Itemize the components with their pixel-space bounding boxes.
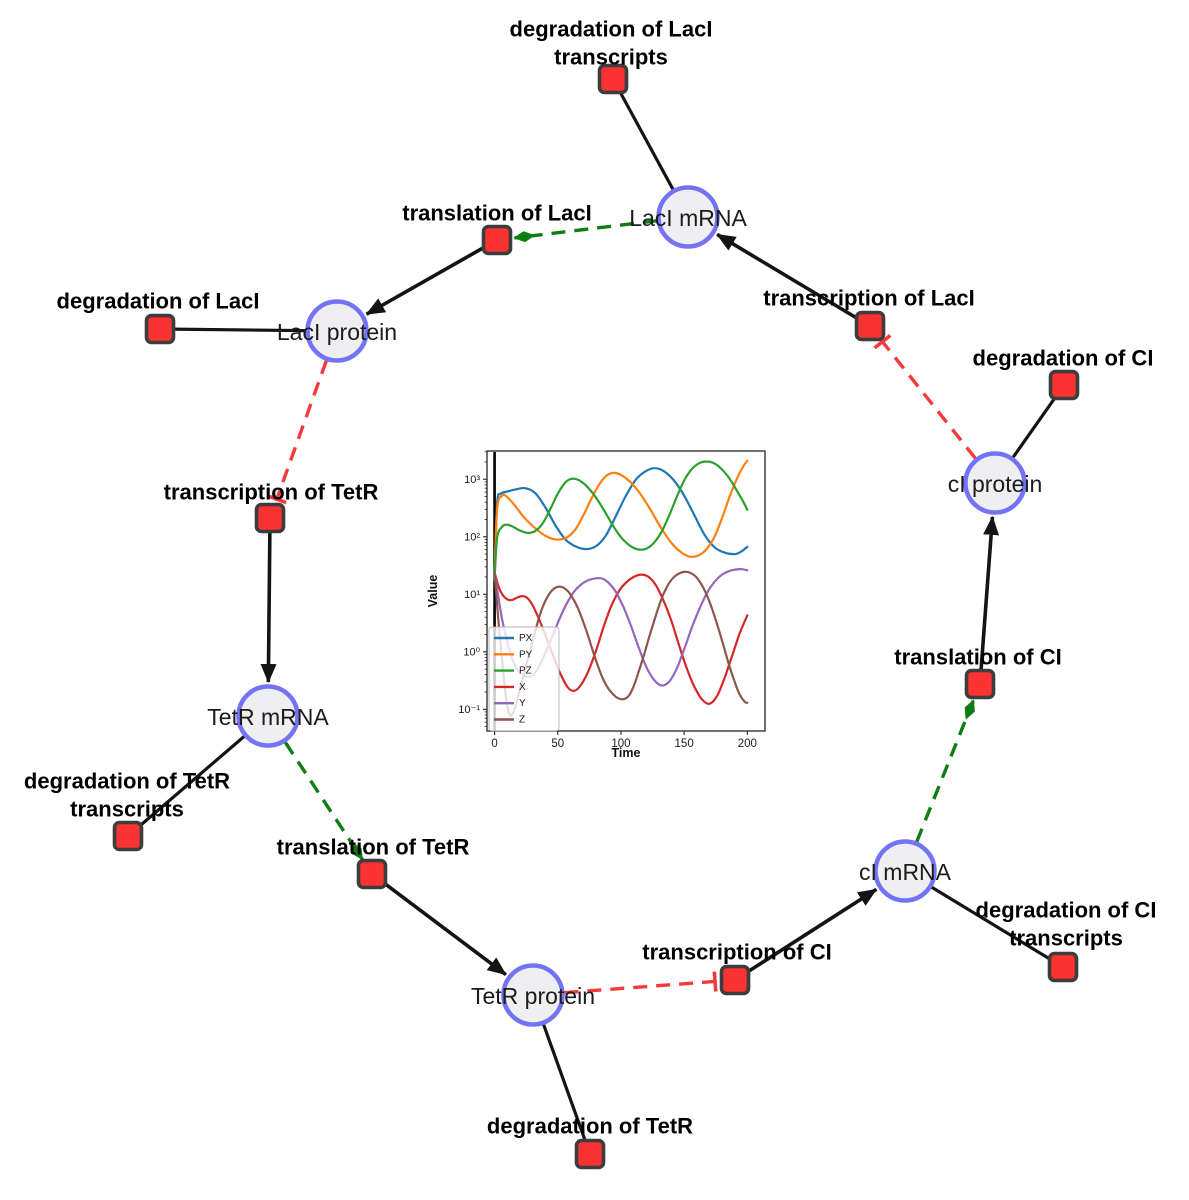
reaction-node-degradation-tetr-transcripts[interactable] (112, 820, 144, 852)
reaction-label-degradation-ci-transcripts: degradation of CI (976, 898, 1157, 923)
species-label-tetr-protein: TetR protein (471, 983, 595, 1009)
species-node-laci-protein[interactable] (305, 299, 369, 363)
timecourse-plot: 0 50 100 150 200 10⁻¹ 10⁰ 10¹ 10² 10³ PX PY PZ X Y Z (420, 440, 789, 775)
legend-label-PY: PY (519, 649, 533, 660)
species-label-laci-mrna: LacI mRNA (629, 205, 747, 231)
reaction-node-transcription-laci[interactable] (854, 310, 886, 342)
reaction-node-translation-ci[interactable] (964, 668, 996, 700)
edge-laci-mrna-to-translation-laci (513, 219, 657, 243)
y-tick-label: 10¹ (464, 589, 480, 601)
reaction-label-degradation-ci: degradation of CI (973, 346, 1154, 371)
reaction-label-degradation-tetr-transcripts: transcripts (70, 797, 184, 822)
edge-ci-mrna-to-translation-ci (915, 699, 976, 843)
reaction-label-translation-ci: translation of CI (894, 645, 1061, 670)
reaction-label-transcription-tetr: transcription of TetR (164, 480, 379, 505)
reaction-label-degradation-tetr-transcripts: degradation of TetR (24, 769, 230, 794)
edge-transcription-laci-to-laci-mrna (716, 232, 871, 328)
x-tick-label: 50 (551, 738, 564, 750)
species-nodes (236, 185, 1027, 1027)
species-node-laci-mrna[interactable] (656, 185, 720, 249)
legend-label-X: X (519, 682, 526, 693)
reaction-nodes (112, 63, 1080, 1170)
reaction-label-degradation-laci-transcripts: transcripts (554, 45, 668, 70)
edge-translation-laci-to-laci-protein (365, 238, 498, 316)
species-label-ci-mrna: cI mRNA (859, 859, 952, 885)
x-tick-label: 150 (675, 738, 694, 750)
species-label-ci-protein: cI protein (948, 471, 1043, 497)
species-node-ci-protein[interactable] (963, 451, 1027, 515)
x-axis-label: Time (611, 746, 641, 760)
x-tick-label: 100 (611, 738, 630, 750)
species-node-tetr-mrna[interactable] (236, 684, 300, 748)
edge-tetr-protein-to-transcription-ci (564, 979, 716, 995)
y-axis-label: Value (426, 574, 440, 608)
series-line-PX (493, 467, 749, 581)
legend-label-PX: PX (519, 633, 533, 644)
reaction-node-translation-tetr[interactable] (356, 858, 388, 890)
chart-legend: PX PY PZ XYZ (488, 626, 560, 732)
reaction-label-degradation-laci-transcripts: degradation of LacI (510, 17, 713, 42)
timecourse-plot-svg: 0 50 100 150 200 10⁻¹ 10⁰ 10¹ 10² 10³ PX PY PZ XYZ (458, 450, 766, 750)
reaction-node-degradation-laci-transcripts[interactable] (597, 63, 629, 95)
reaction-label-transcription-laci: transcription of LacI (763, 286, 974, 311)
x-tick-label: 200 (738, 738, 757, 750)
edge-transcription-tetr-to-tetr-mrna (260, 517, 277, 684)
species-node-tetr-protein[interactable] (501, 963, 565, 1027)
reaction-label-degradation-tetr: degradation of TetR (487, 1114, 693, 1139)
edge-transcription-ci-to-ci-mrna (734, 887, 878, 982)
legend-box (488, 626, 560, 732)
reaction-node-transcription-tetr[interactable] (254, 502, 286, 534)
reaction-label-translation-tetr: translation of TetR (277, 835, 470, 860)
edge-tetr-protein-to-transcription-ci-tee (712, 971, 718, 992)
edge-ci-protein-to-transcription-laci (881, 340, 977, 460)
reaction-node-degradation-ci[interactable] (1048, 369, 1080, 401)
reaction-label-degradation-laci: degradation of LacI (57, 289, 260, 314)
edge-translation-tetr-to-tetr-protein (370, 872, 507, 977)
species-label-laci-protein: LacI protein (277, 319, 397, 345)
x-tick-label: 0 (491, 738, 497, 750)
axes-box (486, 450, 766, 732)
series-line-X (493, 571, 749, 705)
species-node-ci-mrna[interactable] (873, 839, 937, 903)
reaction-node-degradation-laci[interactable] (144, 313, 176, 345)
legend-label-Y: Y (519, 698, 526, 709)
y-tick-label: 10⁰ (463, 646, 480, 658)
edge-translation-ci-to-ci-protein (978, 515, 1000, 685)
legend-label-PZ: PZ (519, 666, 532, 677)
series-line-PY (493, 459, 749, 581)
reaction-label-degradation-ci-transcripts: transcripts (1009, 926, 1123, 951)
reaction-label-translation-laci: translation of LacI (402, 201, 591, 226)
node-labels: degradation of LacI transcripts translatio… (24, 17, 1157, 1139)
reaction-node-transcription-ci[interactable] (719, 964, 751, 996)
reaction-node-degradation-ci-transcripts[interactable] (1047, 951, 1079, 983)
y-tick-label: 10² (464, 531, 480, 543)
y-tick-label: 10³ (464, 474, 480, 486)
reaction-label-transcription-ci: transcription of CI (642, 940, 831, 965)
legend-label-Z: Z (519, 715, 525, 726)
series-line-PZ (493, 460, 749, 581)
edge-laci-protein-to-transcription-tetr-tee (266, 494, 287, 505)
reaction-node-degradation-tetr[interactable] (574, 1138, 606, 1170)
species-label-tetr-mrna: TetR mRNA (207, 704, 329, 730)
edge-tetr-mrna-to-translation-tetr (283, 741, 364, 861)
edge-ci-protein-to-transcription-laci-tee (873, 334, 892, 350)
edge-laci-protein-to-transcription-tetr (275, 360, 328, 500)
reaction-node-translation-laci[interactable] (481, 224, 513, 256)
y-tick-label: 10⁻¹ (458, 704, 480, 716)
